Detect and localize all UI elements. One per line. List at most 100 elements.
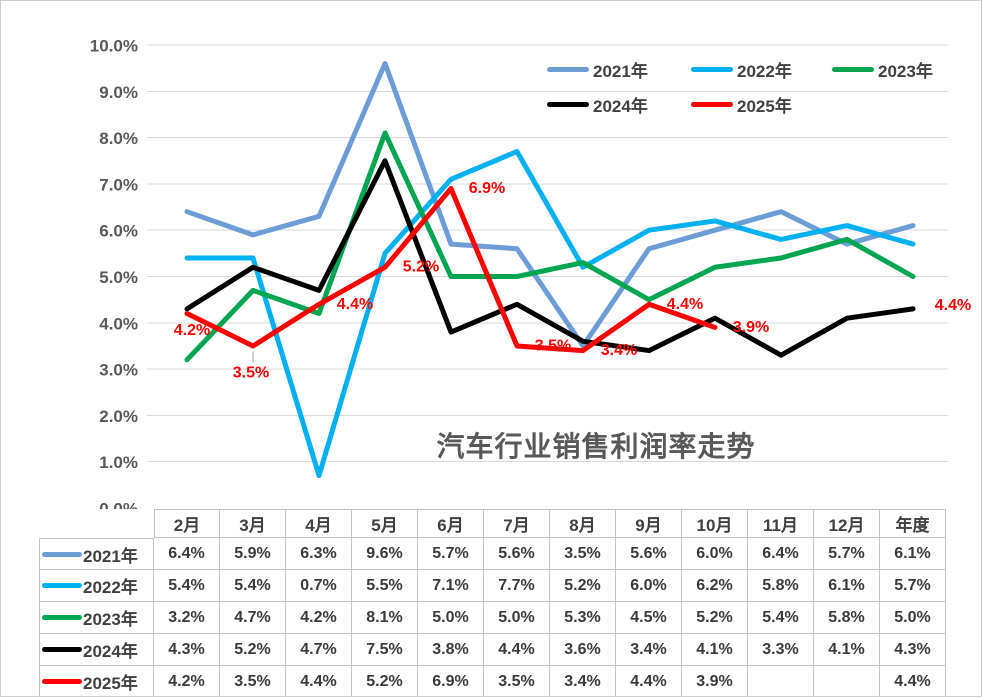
table-cell-2022年-11月[interactable]: 5.8% [748, 570, 814, 602]
table-cell-2022年-6月[interactable]: 7.1% [418, 570, 484, 602]
table-cell-2022年-3月[interactable]: 5.4% [220, 570, 286, 602]
table-cell-2021年-10月[interactable]: 6.0% [682, 538, 748, 570]
table-header-12月[interactable]: 12月 [814, 509, 880, 538]
legend-item-2024年[interactable]: 2024年 [547, 92, 648, 116]
table-cell-2024年-5月[interactable]: 7.5% [352, 634, 418, 666]
series-line-2022年[interactable] [184, 148, 916, 479]
table-cell-2023年-8月[interactable]: 5.3% [550, 602, 616, 634]
table-cell-2025年-12月[interactable] [814, 666, 880, 696]
legend-item-2025年[interactable]: 2025年 [691, 92, 792, 116]
data-label-2025年: 6.9% [469, 180, 505, 197]
table-cell-2021年-12月[interactable]: 5.7% [814, 538, 880, 570]
table-cell-2021年-9月[interactable]: 5.6% [616, 538, 682, 570]
table-cell-2023年-11月[interactable]: 5.4% [748, 602, 814, 634]
legend-swatch-icon [832, 66, 874, 72]
series-line-2024年[interactable] [184, 158, 916, 358]
table-cell-2023年-年度[interactable]: 5.0% [880, 602, 946, 634]
table-cell-2025年-9月[interactable]: 4.4% [616, 666, 682, 696]
legend-label: 2025年 [737, 96, 792, 116]
table-cell-2023年-10月[interactable]: 5.2% [682, 602, 748, 634]
table-cell-2023年-7月[interactable]: 5.0% [484, 602, 550, 634]
y-axis-tick-label: 1.0% [99, 453, 138, 472]
table-cell-2025年-8月[interactable]: 3.4% [550, 666, 616, 696]
table-cell-2025年-11月[interactable] [748, 666, 814, 696]
table-cell-2022年-年度[interactable]: 5.7% [880, 570, 946, 602]
table-cell-2024年-12月[interactable]: 4.1% [814, 634, 880, 666]
table-cell-2021年-8月[interactable]: 3.5% [550, 538, 616, 570]
table-cell-2023年-2月[interactable]: 3.2% [154, 602, 220, 634]
table-cell-2025年-6月[interactable]: 6.9% [418, 666, 484, 696]
table-cell-2023年-5月[interactable]: 8.1% [352, 602, 418, 634]
table-row-label-text: 2021年 [83, 546, 138, 566]
table-cell-2021年-11月[interactable]: 6.4% [748, 538, 814, 570]
table-row-label-2023年[interactable]: 2023年 [39, 602, 154, 634]
table-header-5月[interactable]: 5月 [352, 509, 418, 538]
series-line-2023年[interactable] [184, 130, 916, 363]
table-cell-2023年-3月[interactable]: 4.7% [220, 602, 286, 634]
table-header-年度[interactable]: 年度 [880, 509, 946, 538]
legend-item-2023年[interactable]: 2023年 [832, 57, 933, 81]
table-cell-2021年-年度[interactable]: 6.1% [880, 538, 946, 570]
table-row-label-2022年[interactable]: 2022年 [39, 570, 154, 602]
table-cell-2022年-8月[interactable]: 5.2% [550, 570, 616, 602]
table-row-label-2021年[interactable]: 2021年 [39, 538, 154, 570]
legend-label: 2023年 [878, 61, 933, 81]
table-cell-2023年-4月[interactable]: 4.2% [286, 602, 352, 634]
table-cell-2025年-5月[interactable]: 5.2% [352, 666, 418, 696]
table-cell-2021年-3月[interactable]: 5.9% [220, 538, 286, 570]
table-cell-2024年-8月[interactable]: 3.6% [550, 634, 616, 666]
series-line-2025年[interactable] [184, 186, 718, 354]
table-header-3月[interactable]: 3月 [220, 509, 286, 538]
table-cell-2022年-7月[interactable]: 7.7% [484, 570, 550, 602]
table-cell-2025年-2月[interactable]: 4.2% [154, 666, 220, 696]
table-cell-2023年-12月[interactable]: 5.8% [814, 602, 880, 634]
table-cell-2022年-5月[interactable]: 5.5% [352, 570, 418, 602]
table-cell-2024年-9月[interactable]: 3.4% [616, 634, 682, 666]
legend-swatch-icon [42, 551, 82, 557]
data-label-2025年: 4.2% [174, 322, 210, 339]
table-header-2月[interactable]: 2月 [154, 509, 220, 538]
table-cell-2025年-7月[interactable]: 3.5% [484, 666, 550, 696]
table-header-10月[interactable]: 10月 [682, 509, 748, 538]
table-header-9月[interactable]: 9月 [616, 509, 682, 538]
table-cell-2023年-9月[interactable]: 4.5% [616, 602, 682, 634]
table-header-7月[interactable]: 7月 [484, 509, 550, 538]
table-cell-2022年-12月[interactable]: 6.1% [814, 570, 880, 602]
table-cell-2024年-11月[interactable]: 3.3% [748, 634, 814, 666]
table-cell-2024年-10月[interactable]: 4.1% [682, 634, 748, 666]
table-cell-2024年-6月[interactable]: 3.8% [418, 634, 484, 666]
table-cell-2021年-5月[interactable]: 9.6% [352, 538, 418, 570]
table-cell-2024年-2月[interactable]: 4.3% [154, 634, 220, 666]
table-row-label-text: 2025年 [83, 674, 138, 693]
table-cell-2025年-4月[interactable]: 4.4% [286, 666, 352, 696]
table-cell-2025年-3月[interactable]: 3.5% [220, 666, 286, 696]
table-cell-2025年-年度[interactable]: 4.4% [880, 666, 946, 696]
table-cell-2025年-10月[interactable]: 3.9% [682, 666, 748, 696]
table-row-label-2024年[interactable]: 2024年 [39, 634, 154, 666]
y-axis-tick-label: 9.0% [99, 83, 138, 102]
table-cell-2024年-年度[interactable]: 4.3% [880, 634, 946, 666]
legend-item-2022年[interactable]: 2022年 [691, 57, 792, 81]
table-cell-2022年-4月[interactable]: 0.7% [286, 570, 352, 602]
table-cell-2021年-2月[interactable]: 6.4% [154, 538, 220, 570]
table-cell-2022年-10月[interactable]: 6.2% [682, 570, 748, 602]
table-header-6月[interactable]: 6月 [418, 509, 484, 538]
table-header-11月[interactable]: 11月 [748, 509, 814, 538]
table-cell-2024年-7月[interactable]: 4.4% [484, 634, 550, 666]
table-cell-2022年-2月[interactable]: 5.4% [154, 570, 220, 602]
table-cell-2024年-4月[interactable]: 4.7% [286, 634, 352, 666]
legend-item-2021年[interactable]: 2021年 [547, 57, 648, 81]
series-line-2021年[interactable] [184, 61, 916, 349]
table-header-8月[interactable]: 8月 [550, 509, 616, 538]
table-header-4月[interactable]: 4月 [286, 509, 352, 538]
table-row-label-2025年[interactable]: 2025年 [39, 666, 154, 696]
table-cell-2023年-6月[interactable]: 5.0% [418, 602, 484, 634]
data-label-2025年: 3.9% [733, 319, 769, 336]
table-cell-2022年-9月[interactable]: 6.0% [616, 570, 682, 602]
table-cell-2024年-3月[interactable]: 5.2% [220, 634, 286, 666]
legend-label: 2021年 [593, 61, 648, 81]
table-cell-2021年-4月[interactable]: 6.3% [286, 538, 352, 570]
table-cell-2021年-6月[interactable]: 5.7% [418, 538, 484, 570]
table-cell-2021年-7月[interactable]: 5.6% [484, 538, 550, 570]
